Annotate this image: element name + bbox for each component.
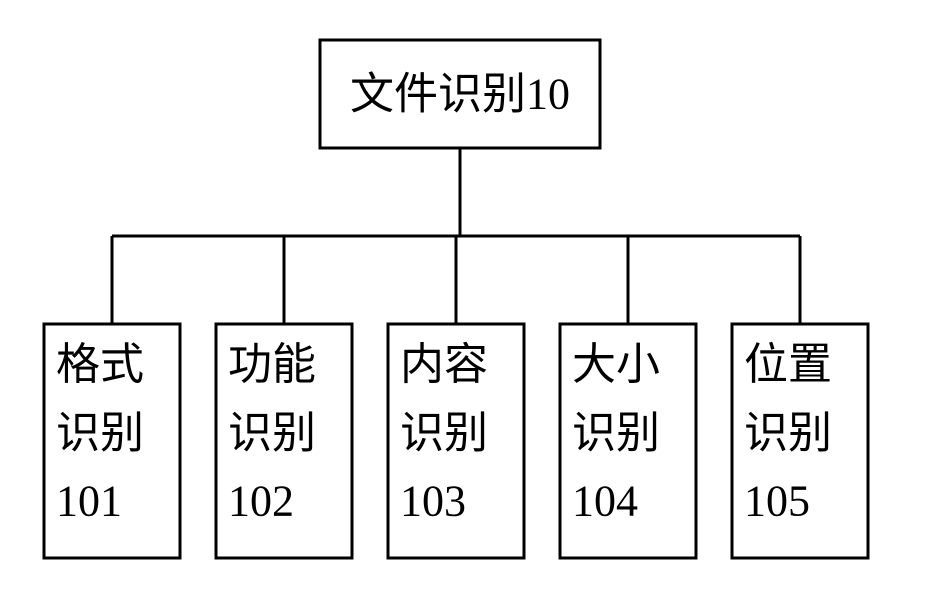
node-label-line2: 识别: [572, 408, 660, 457]
node-label-line1: 内容: [400, 340, 488, 389]
node-label-line1: 大小: [572, 340, 660, 389]
node-label-line1: 功能: [228, 340, 316, 389]
node-content-recognition: 内容识别 103: [388, 324, 524, 558]
node-label-line2: 识别: [744, 408, 832, 457]
node-label-line3: 105: [744, 477, 810, 526]
node-label-line1: 格式: [56, 340, 144, 389]
node-label-line3: 102: [228, 477, 294, 526]
node-location-recognition: 位置识别 105: [732, 324, 868, 558]
node-label-line2: 识别: [56, 408, 144, 457]
hierarchy-diagram: 文件识别10 格式识别 101 功能识别 102 内容识别 103 大小识别 104 位置识别 10…: [0, 0, 929, 605]
node-label-line3: 103: [400, 477, 466, 526]
node-label-line2: 识别: [228, 408, 316, 457]
node-function-recognition: 功能识别 102: [216, 324, 352, 558]
node-label-line1: 位置: [744, 340, 832, 389]
node-label-line3: 101: [56, 477, 122, 526]
node-label-line3: 104: [572, 477, 638, 526]
node-label: 文件识别10: [350, 70, 570, 119]
node-format-recognition: 格式识别 101: [44, 324, 180, 558]
node-label-line2: 识别: [400, 408, 488, 457]
node-file-recognition: 文件识别10: [320, 40, 600, 148]
node-size-recognition: 大小识别 104: [560, 324, 696, 558]
